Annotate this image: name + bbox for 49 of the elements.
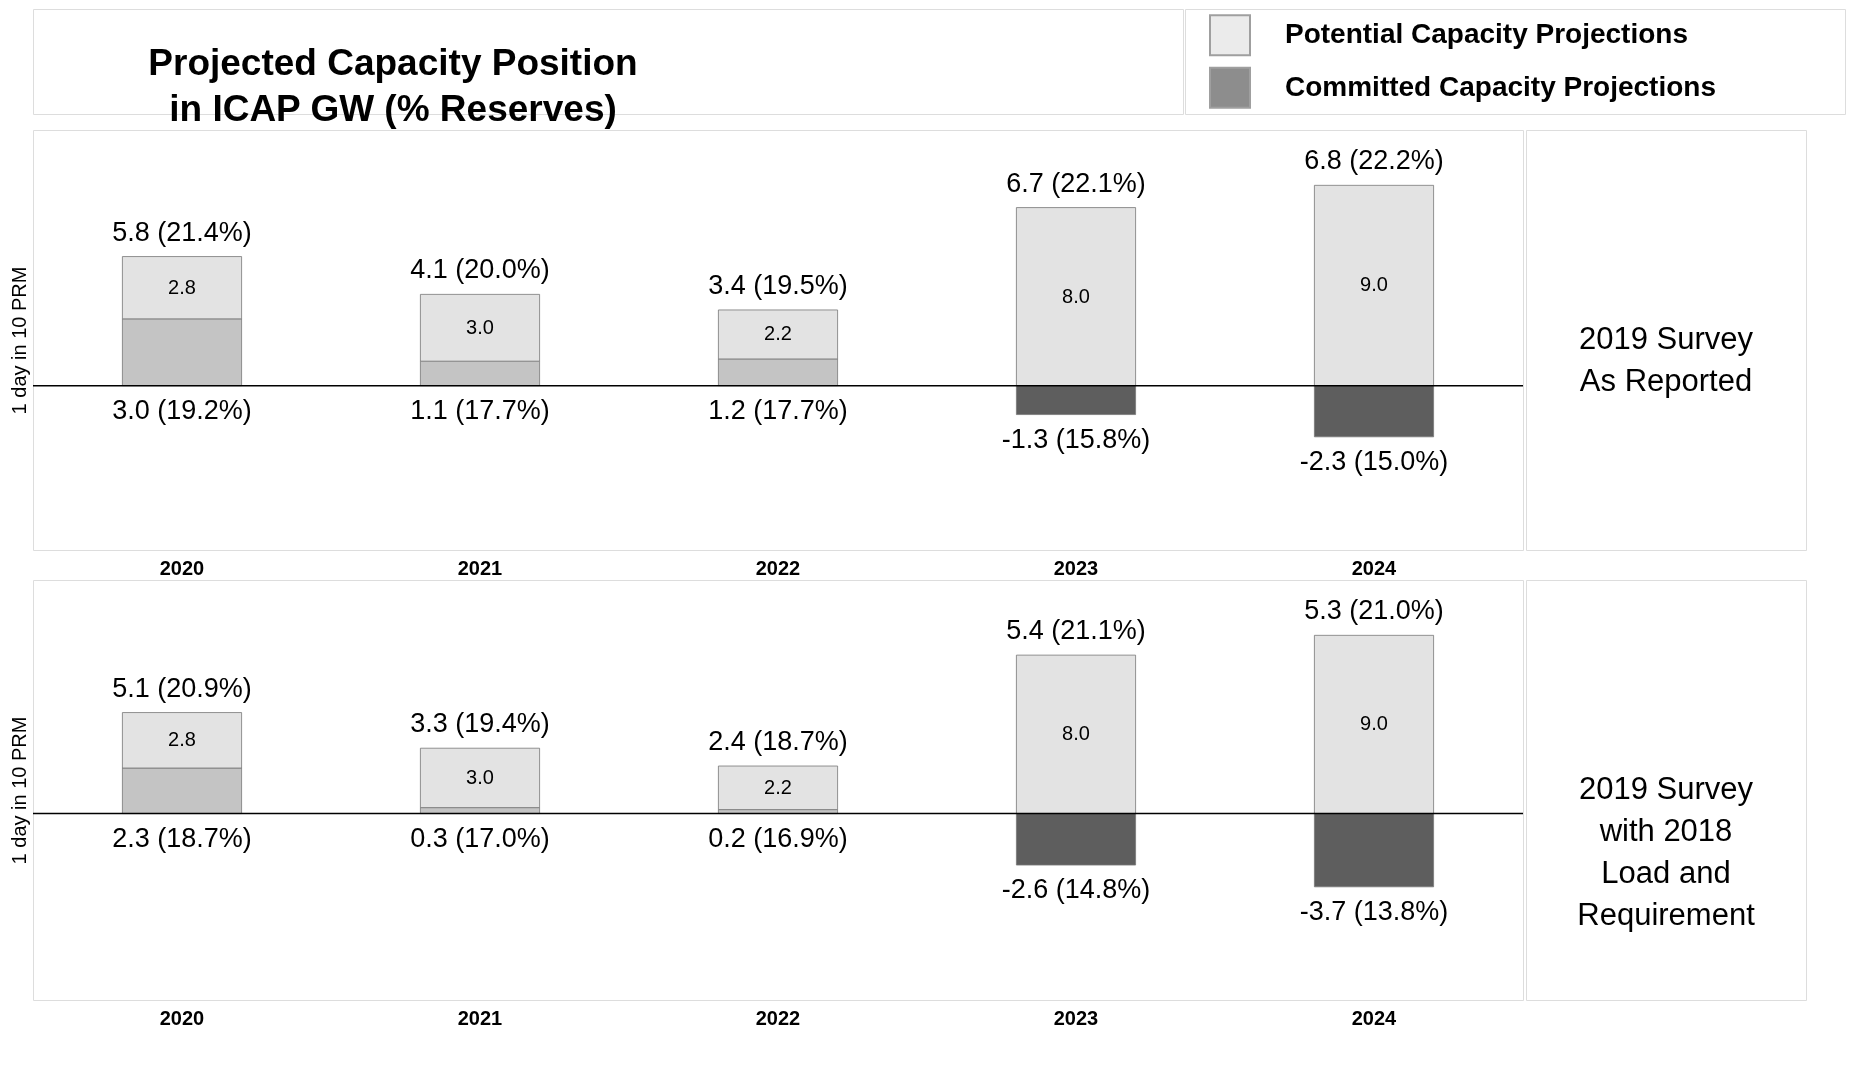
x-tick-label: 2022 xyxy=(755,556,801,579)
data-label: 2.2 xyxy=(764,322,792,345)
total-label: 4.1 (20.0%) xyxy=(410,254,550,285)
legend-label: Committed Capacity Projections xyxy=(1285,70,1716,102)
legend-label: Potential Capacity Projections xyxy=(1285,18,1688,50)
data-label: -2.3 (15.0%) xyxy=(1299,445,1449,476)
data-label: 9.0 xyxy=(1360,712,1388,735)
data-label: 2.2 xyxy=(764,775,792,798)
data-label: 1.2 (17.7%) xyxy=(708,394,848,425)
x-tick-label: 2021 xyxy=(457,1006,503,1029)
total-label: 5.8 (21.4%) xyxy=(112,216,252,247)
total-label: 2.4 (18.7%) xyxy=(708,726,848,757)
y-axis-title: 1 day in 10 PRM xyxy=(7,266,30,415)
x-tick-label: 2020 xyxy=(159,556,205,579)
data-label: 0.2 (16.9%) xyxy=(708,822,848,853)
data-label: 2.3 (18.7%) xyxy=(112,822,252,853)
data-label: 0.3 (17.0%) xyxy=(410,822,550,853)
data-label: 3.0 xyxy=(466,765,494,788)
text: 2019 Survey with 2018 Load and Requirement xyxy=(1577,771,1756,932)
x-tick-label: 2022 xyxy=(755,1006,801,1029)
bar xyxy=(718,765,838,810)
data-label: 2.8 xyxy=(168,275,196,298)
data-label: 9.0 xyxy=(1360,273,1388,296)
total-label: 5.3 (21.0%) xyxy=(1304,595,1444,626)
total-label: 3.3 (19.4%) xyxy=(410,708,550,739)
total-label: 6.8 (22.2%) xyxy=(1304,145,1444,176)
data-label: 8.0 xyxy=(1062,284,1090,307)
bar xyxy=(420,747,540,809)
total-label: 3.4 (19.5%) xyxy=(708,269,848,300)
x-tick-label: 2021 xyxy=(457,556,503,579)
x-tick-label: 2024 xyxy=(1351,556,1398,579)
x-tick-label: 2023 xyxy=(1053,556,1099,579)
total-label: 6.7 (22.1%) xyxy=(1006,167,1146,198)
data-label: -2.6 (14.8%) xyxy=(1001,874,1151,905)
data-label: 3.0 (19.2%) xyxy=(112,394,252,425)
data-label: 1.1 (17.7%) xyxy=(410,394,550,425)
total-label: 5.4 (21.1%) xyxy=(1006,615,1146,646)
total-label: 5.1 (20.9%) xyxy=(112,672,252,703)
data-label: 3.0 xyxy=(466,315,494,338)
data-label: 2.8 xyxy=(168,728,196,751)
x-tick-label: 2024 xyxy=(1351,1006,1398,1029)
y-axis-title: 1 day in 10 PRM xyxy=(7,716,30,865)
chart-title: Projected Capacity Position in ICAP GW (% Reserves) xyxy=(148,42,638,129)
x-tick-label: 2020 xyxy=(159,1006,205,1029)
text: 2019 Survey As Reported xyxy=(1578,321,1754,398)
x-tick-label: 2023 xyxy=(1053,1006,1099,1029)
data-label: -1.3 (15.8%) xyxy=(1001,423,1151,454)
data-label: -3.7 (13.8%) xyxy=(1299,895,1449,926)
data-label: 8.0 xyxy=(1062,722,1090,745)
